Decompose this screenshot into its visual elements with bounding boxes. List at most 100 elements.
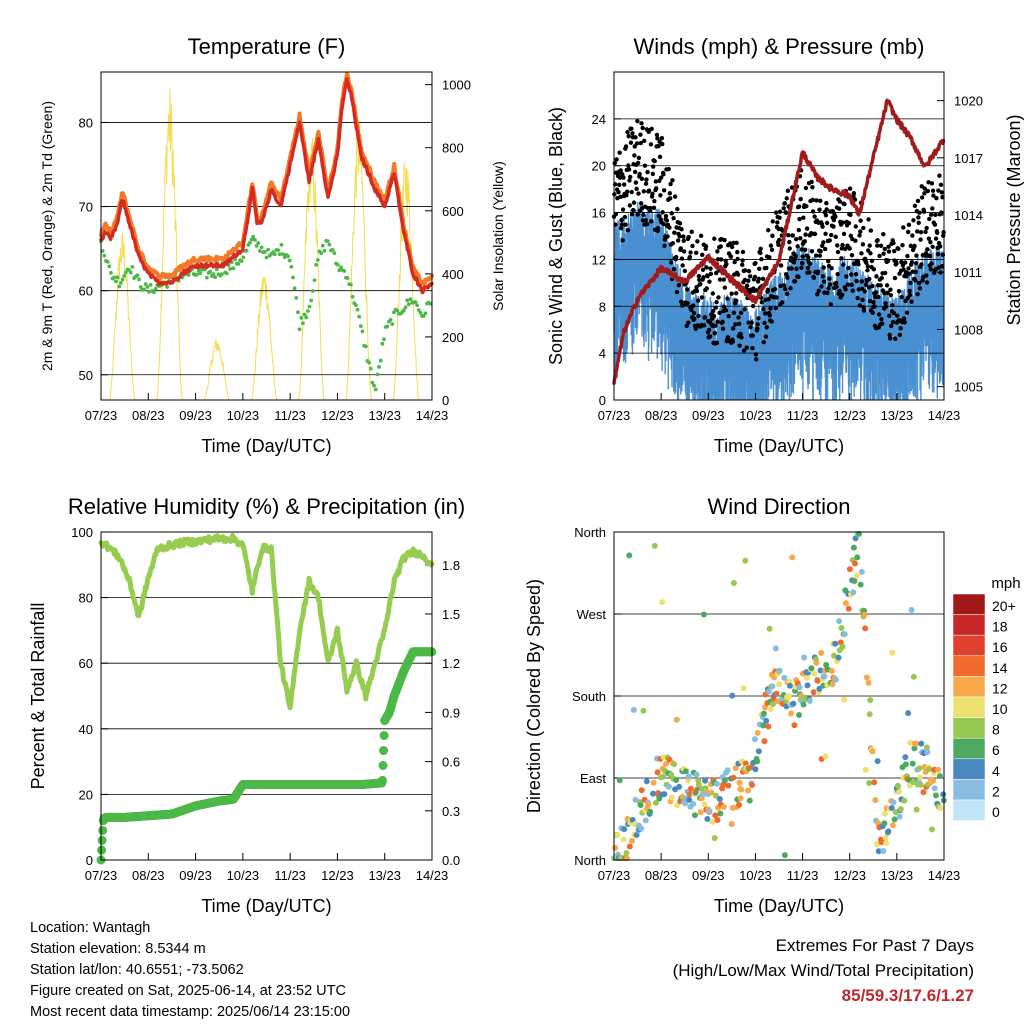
dewpoint-point (289, 264, 294, 269)
gust-point (865, 264, 871, 269)
gust-point (893, 336, 898, 341)
gust-point (924, 280, 930, 285)
gust-point (859, 251, 864, 256)
gust-point (634, 186, 639, 192)
direction-point (695, 781, 702, 788)
gust-point (899, 259, 904, 265)
direction-point (612, 844, 619, 851)
gust-point (826, 259, 831, 264)
gust-point (887, 332, 892, 338)
gust-point (899, 294, 904, 300)
direction-point (701, 801, 708, 808)
direction-point (858, 568, 865, 575)
gust-point (682, 268, 688, 274)
gust-point (660, 141, 665, 147)
direction-point (882, 834, 889, 841)
gust-point (620, 207, 626, 212)
direction-point (659, 599, 666, 606)
direction-point (661, 791, 668, 798)
gust-point (707, 334, 713, 339)
direction-point (760, 722, 767, 729)
gust-point (885, 290, 891, 296)
dewpoint-point (257, 249, 262, 253)
wind-direction-panel-xtick-label: 14/23 (928, 868, 961, 883)
direction-point (832, 676, 839, 683)
gust-point (667, 225, 672, 230)
gust-point (662, 243, 667, 248)
gust-point (631, 200, 637, 205)
gust-point (684, 287, 690, 292)
gust-point (796, 227, 801, 233)
dewpoint-point (415, 303, 420, 308)
gust-point (799, 265, 804, 270)
gust-point (762, 320, 767, 326)
wind-pressure-panel-xtick-label: 08/23 (645, 408, 678, 423)
gust-point (663, 213, 669, 219)
humidity-precip-panel-xtick-label: 07/23 (85, 868, 118, 883)
direction-point (725, 782, 732, 789)
gust-point (900, 243, 905, 248)
dewpoint-point (377, 365, 381, 369)
direction-point (673, 777, 680, 784)
direction-point (917, 781, 924, 788)
direction-point (690, 800, 697, 807)
gust-point (846, 220, 852, 226)
gust-point (859, 279, 864, 284)
gust-point (843, 287, 848, 292)
gust-point (669, 211, 674, 216)
gust-point (694, 288, 700, 294)
gust-point (881, 251, 886, 256)
direction-point (766, 625, 773, 632)
dewpoint-point (233, 257, 237, 262)
dewpoint-point (301, 321, 305, 326)
gust-point (840, 220, 846, 225)
gust-point (932, 222, 938, 227)
gust-point (892, 275, 898, 281)
gust-point (906, 266, 911, 271)
dewpoint-point (279, 242, 284, 247)
direction-point (714, 817, 721, 824)
gust-point (883, 301, 888, 306)
gust-point (902, 260, 908, 265)
gust-point (796, 274, 801, 279)
gust-point (829, 265, 834, 271)
gust-point (701, 323, 707, 328)
gust-point (907, 288, 912, 294)
gust-point (661, 221, 666, 227)
dewpoint-point (392, 310, 396, 315)
wind-ytick-label: 8 (599, 299, 606, 314)
gust-point (939, 263, 945, 269)
humidity-ytick-label: 20 (79, 787, 93, 802)
gust-point (823, 246, 828, 252)
gust-point (681, 249, 687, 254)
gust-point (632, 144, 637, 149)
dewpoint-point (380, 341, 385, 346)
gust-point (824, 200, 829, 206)
gust-point (928, 267, 933, 272)
direction-point (795, 711, 802, 718)
gust-point (818, 198, 823, 204)
direction-ylabel-left: Direction (Colored By Speed) (524, 579, 544, 813)
gust-point (658, 193, 663, 198)
direction-point (786, 682, 793, 689)
gust-point (904, 274, 909, 279)
gust-point (787, 239, 792, 245)
gust-point (659, 135, 665, 141)
gust-point (925, 247, 930, 252)
gust-point (810, 184, 815, 190)
dewpoint-point (231, 266, 236, 271)
direction-point (773, 690, 780, 697)
humidity-precip-panel-xlabel: Time (Day/UTC) (201, 896, 331, 916)
gust-point (760, 276, 766, 281)
dewpoint-point (122, 273, 127, 278)
gust-point (655, 226, 661, 231)
gust-point (706, 327, 712, 333)
gust-point (756, 316, 761, 321)
direction-point (781, 852, 788, 859)
gust-point (833, 214, 838, 219)
dewpoint-point (186, 272, 191, 277)
dewpoint-point (357, 314, 362, 319)
gust-point (874, 274, 879, 279)
temperature-y2tick-label: 600 (442, 204, 464, 219)
gust-point (848, 212, 853, 217)
